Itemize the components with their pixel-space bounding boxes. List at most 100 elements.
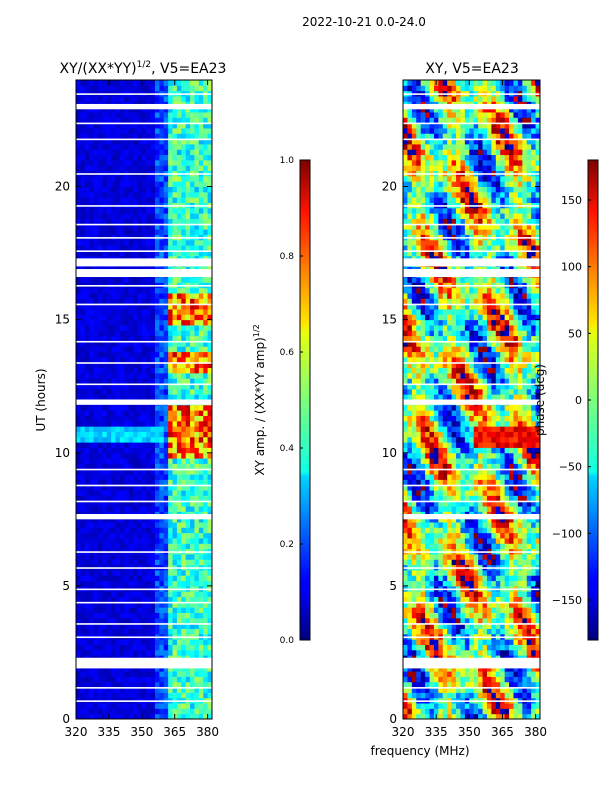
amplitude-cell: [128, 500, 134, 507]
phase-cell: [425, 559, 431, 566]
phase-cell: [509, 692, 514, 699]
phase-cell: [438, 639, 444, 645]
amplitude-cell: [89, 223, 95, 230]
phase-cell: [526, 607, 532, 613]
amplitude-cell: [181, 165, 187, 172]
phase-cell: [469, 607, 475, 613]
amplitude-cell: [203, 569, 209, 576]
amplitude-cell: [111, 351, 116, 358]
phase-cell: [460, 521, 466, 528]
amplitude-cell: [124, 218, 130, 225]
amplitude-cell: [97, 713, 103, 720]
amplitude-cell: [181, 154, 187, 161]
amplitude-cell: [185, 85, 191, 92]
amplitude-cell: [76, 143, 81, 150]
amplitude-cell: [102, 367, 108, 374]
amplitude-cell: [146, 623, 152, 629]
phase-cell: [438, 543, 444, 550]
amplitude-cell: [190, 506, 195, 512]
amplitude-cell: [146, 495, 152, 502]
amplitude-cell: [154, 591, 160, 598]
amplitude-cell: [93, 356, 99, 363]
amplitude-cell: [176, 378, 182, 385]
phase-cell: [429, 537, 435, 544]
amplitude-cell: [93, 127, 99, 134]
amplitude-cell: [150, 186, 156, 193]
amplitude-cell: [168, 612, 174, 619]
phase-cell: [486, 516, 492, 523]
amplitude-cell: [150, 665, 156, 672]
amplitude-cell: [133, 95, 138, 102]
amplitude-cell: [80, 223, 86, 230]
amplitude-cell: [207, 591, 213, 598]
phase-cell: [460, 703, 466, 709]
amplitude-cell: [93, 649, 99, 656]
phase-cell: [460, 612, 466, 619]
amplitude-cell: [146, 95, 152, 102]
amplitude-cell: [115, 404, 121, 411]
amplitude-cell: [76, 537, 81, 544]
phase-cell: [411, 681, 417, 688]
amplitude-cell: [115, 553, 121, 560]
amplitude-cell: [176, 516, 182, 523]
amplitude-cell: [168, 580, 174, 587]
amplitude-cell: [146, 117, 152, 124]
amplitude-cell: [154, 495, 160, 502]
amplitude-cell: [198, 617, 204, 624]
amplitude-cell: [97, 138, 103, 145]
phase-cell: [478, 708, 484, 715]
amplitude-cell: [198, 133, 204, 140]
amplitude-cell: [102, 175, 108, 182]
amplitude-cell: [146, 687, 152, 693]
amplitude-cell: [93, 335, 99, 342]
amplitude-cell: [168, 628, 174, 635]
phase-cell: [486, 639, 492, 645]
amplitude-cell: [128, 713, 134, 720]
phase-cell: [469, 580, 475, 587]
amplitude-cell: [102, 692, 108, 699]
amplitude-cell: [159, 692, 165, 699]
phase-cell: [407, 617, 413, 624]
amplitude-cell: [203, 175, 209, 182]
amplitude-cell: [111, 367, 116, 374]
amplitude-cell: [80, 447, 86, 454]
amplitude-cell: [89, 553, 95, 560]
amplitude-cell: [190, 362, 195, 369]
amplitude-cell: [176, 404, 182, 411]
amplitude-flagged-integration: [76, 340, 212, 343]
phase-cell: [456, 521, 461, 528]
amplitude-cell: [106, 223, 112, 230]
phase-cell: [531, 713, 537, 720]
amplitude-cell: [190, 293, 195, 299]
amplitude-cell: [102, 207, 108, 214]
phase-cell: [522, 553, 528, 560]
amplitude-cell: [84, 404, 90, 411]
amplitude-cell: [203, 213, 209, 219]
amplitude-cell: [76, 612, 81, 619]
phase-cell: [500, 649, 506, 656]
amplitude-cell: [89, 458, 95, 464]
amplitude-cell: [119, 506, 125, 512]
amplitude-cell: [137, 495, 143, 502]
phase-cell: [451, 644, 457, 651]
amplitude-cell: [106, 207, 112, 214]
amplitude-cell: [102, 85, 108, 92]
phase-cell: [438, 591, 444, 598]
amplitude-cell: [93, 575, 99, 582]
amplitude-cell: [181, 591, 187, 598]
amplitude-cell: [124, 191, 130, 198]
amplitude-cell: [172, 442, 178, 448]
amplitude-cell: [111, 80, 116, 86]
amplitude-cell: [102, 543, 108, 550]
amplitude-cell: [102, 553, 108, 560]
amplitude-cell: [190, 474, 195, 480]
phase-cell: [464, 617, 470, 624]
amplitude-cell: [97, 303, 103, 310]
amplitude-cell: [76, 617, 81, 624]
phase-cell: [429, 553, 435, 560]
amplitude-cell: [137, 143, 143, 150]
amplitude-cell: [128, 287, 134, 294]
phase-cell: [447, 580, 453, 587]
amplitude-cell: [163, 479, 169, 486]
phase-cell: [473, 671, 479, 677]
